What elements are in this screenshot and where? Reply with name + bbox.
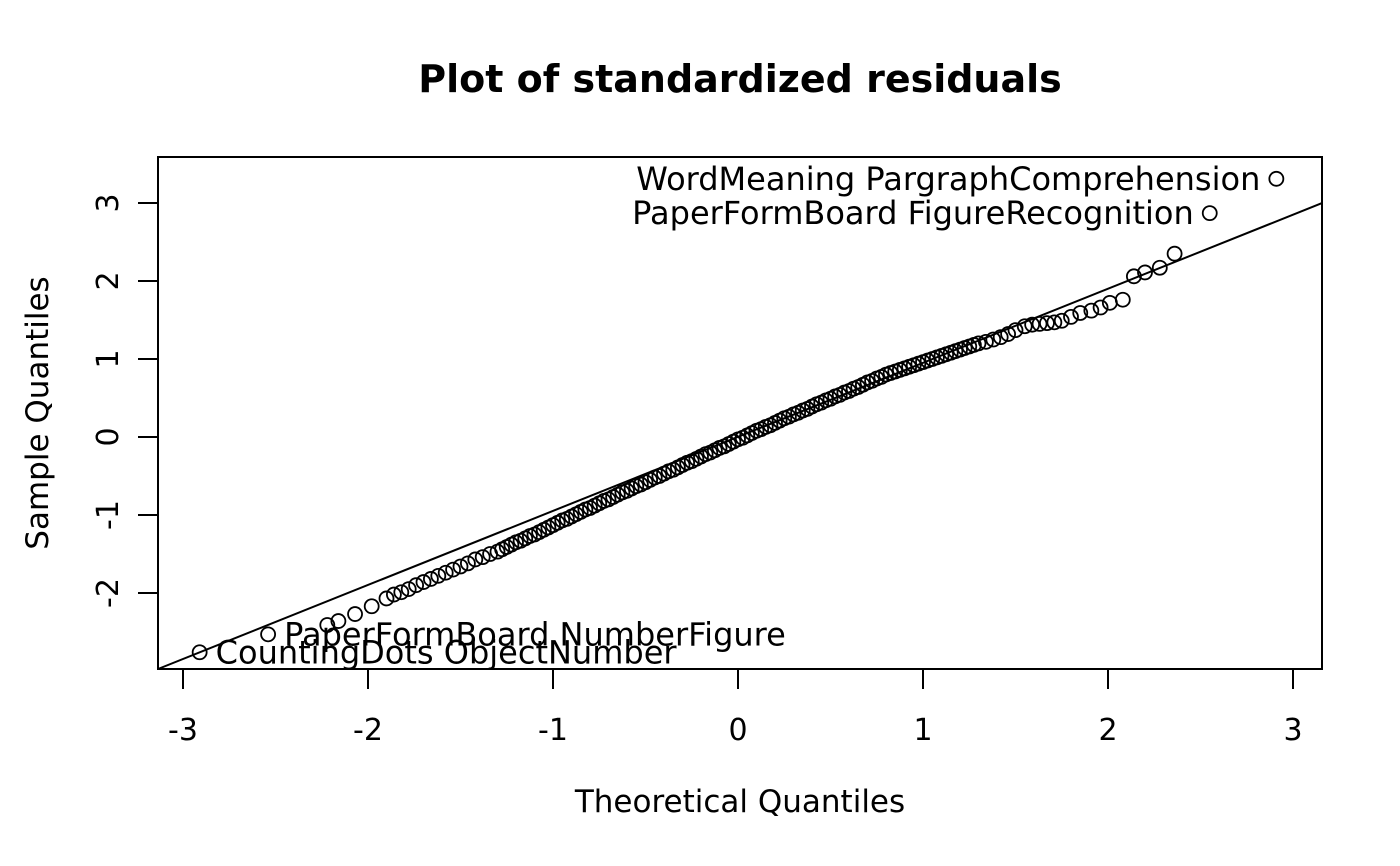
plot-box — [157, 156, 1323, 670]
y-tick-label: 2 — [91, 271, 126, 290]
outlier-label: CountingDots ObjectNumber — [216, 633, 678, 671]
data-point — [992, 329, 1009, 346]
y-tick-label: -2 — [91, 578, 126, 608]
y-axis-label: Sample Quantiles — [20, 276, 56, 549]
outlier-label: PaperFormBoard FigureRecognition — [632, 194, 1194, 232]
data-point — [400, 581, 417, 597]
data-point — [1126, 268, 1142, 285]
y-tick-label: 3 — [91, 193, 126, 212]
y-tick-label: 0 — [91, 427, 126, 446]
x-axis-label: Theoretical Quantiles — [574, 784, 905, 820]
data-point — [1046, 314, 1063, 331]
outlier-label: WordMeaning PargraphComprehension — [636, 160, 1260, 198]
data-point — [1092, 299, 1109, 316]
y-tick-label: 1 — [91, 349, 126, 368]
data-point — [474, 549, 491, 566]
data-point — [970, 335, 987, 352]
data-point — [1031, 315, 1048, 332]
data-point — [393, 584, 410, 601]
data-point — [347, 606, 363, 622]
data-point — [363, 598, 380, 615]
outlier-point — [260, 626, 277, 643]
data-point — [330, 613, 347, 629]
x-tick-label: -1 — [538, 713, 568, 748]
data-point — [422, 571, 439, 587]
data-point — [978, 333, 994, 350]
data-point — [378, 590, 395, 607]
data-point — [445, 561, 462, 578]
y-tick-label: -1 — [91, 500, 126, 530]
axes-layer: -3 -2 -1 0 1 2 3 -2 -1 0 1 2 3 — [91, 156, 1323, 748]
data-point — [1072, 305, 1089, 321]
x-tick-label: 2 — [1098, 713, 1117, 748]
data-point — [1016, 318, 1033, 335]
data-point — [415, 574, 432, 590]
x-tick-label: 1 — [913, 713, 932, 748]
x-tick-label: -3 — [168, 713, 198, 748]
data-point — [385, 586, 402, 603]
data-point — [430, 567, 447, 584]
data-points-layer — [191, 170, 1285, 661]
data-point — [1039, 315, 1055, 332]
data-point — [1151, 259, 1168, 276]
data-point — [408, 577, 425, 594]
data-point — [1024, 316, 1041, 333]
data-point — [1053, 312, 1070, 329]
data-point — [1007, 322, 1024, 339]
data-point — [1063, 308, 1079, 325]
outlier-point — [1201, 205, 1218, 222]
data-point — [1166, 245, 1183, 262]
data-point — [1000, 326, 1016, 342]
data-point — [459, 555, 476, 572]
data-point — [319, 617, 336, 633]
outlier-labels-layer: WordMeaning PargraphComprehensionPaperFo… — [216, 160, 1261, 671]
data-point — [1114, 291, 1131, 308]
x-tick-label: 3 — [1283, 713, 1302, 748]
data-point — [452, 558, 469, 575]
x-tick-label: 0 — [728, 713, 747, 748]
data-point — [1137, 264, 1153, 281]
data-point — [467, 551, 484, 568]
data-point — [985, 331, 1002, 348]
x-tick-label: -2 — [353, 713, 383, 748]
outlier-label: PaperFormBoard NumberFigure — [284, 615, 786, 653]
data-point — [437, 564, 454, 581]
chart-title: Plot of standardized residuals — [418, 57, 1062, 101]
outlier-point — [191, 644, 208, 661]
data-point — [1083, 302, 1100, 319]
outlier-point — [1268, 170, 1285, 187]
